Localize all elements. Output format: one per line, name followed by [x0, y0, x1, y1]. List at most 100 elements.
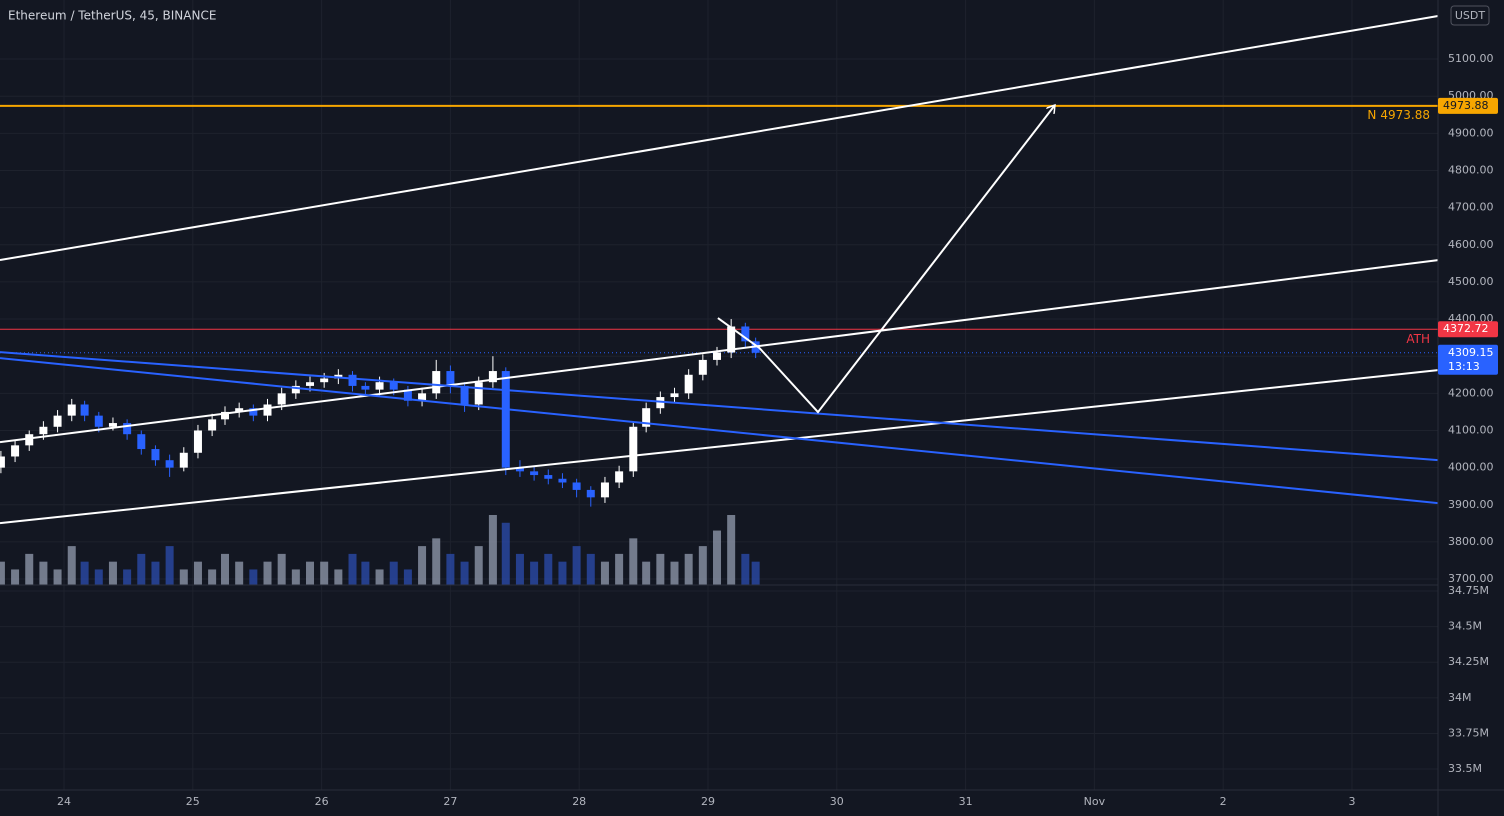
volume-bar [727, 515, 736, 585]
x-tick-label: 29 [701, 795, 715, 808]
level-label: ATH [1406, 332, 1430, 346]
volume-bar [713, 530, 722, 585]
candle-body [474, 382, 483, 405]
volume-bar [389, 561, 398, 585]
volume-bar [25, 553, 34, 585]
y-tick-label: 4700.00 [1448, 201, 1494, 214]
candle-body [389, 382, 398, 390]
volume-bar [123, 569, 132, 585]
volume-bar [263, 561, 272, 585]
volume-bar [656, 553, 665, 585]
x-tick-label: 25 [186, 795, 200, 808]
x-tick-label: Nov [1084, 795, 1106, 808]
candle-body [361, 385, 370, 390]
trend-line [0, 357, 1439, 505]
candle-body [320, 378, 329, 383]
candle-body [193, 430, 202, 453]
candle-body [698, 359, 707, 375]
volume-bar [375, 569, 384, 585]
candle-body [221, 411, 230, 420]
y-tick-label: 4600.00 [1448, 238, 1494, 251]
volume-bar [193, 561, 202, 585]
candle-body [165, 460, 174, 468]
x-tick-label: 30 [830, 795, 844, 808]
volume-bar [249, 569, 258, 585]
candle-body [11, 445, 20, 457]
candle-body [741, 326, 750, 342]
volume-bar [418, 546, 427, 585]
x-tick-label: 24 [57, 795, 71, 808]
currency[interactable]: USDT [1455, 9, 1486, 22]
volume-bar [642, 561, 651, 585]
volume-bar [670, 561, 679, 585]
level-name: N [1367, 107, 1376, 121]
candle-body [544, 475, 553, 479]
candle-body [629, 426, 638, 472]
candle-body [306, 382, 315, 386]
candle-body [713, 352, 722, 360]
y-tick-label: 4100.00 [1448, 423, 1494, 436]
y-tick-label: 4200.00 [1448, 386, 1494, 399]
volume-bar [403, 569, 412, 585]
volume-bar [39, 561, 48, 585]
volume-bar [277, 553, 286, 585]
volume-bar [235, 561, 244, 585]
volume-bar [460, 561, 469, 585]
candle-body [501, 371, 510, 468]
candle-body [418, 393, 427, 401]
volume-bar [558, 561, 567, 585]
grid [0, 0, 1438, 790]
volume-bar [11, 569, 20, 585]
candle-body [670, 393, 679, 398]
candle-body [151, 449, 160, 461]
volume-bar [501, 522, 510, 585]
lower-tick-label: 33.75M [1448, 726, 1489, 739]
last-price-label: 4309.15 [1448, 346, 1494, 359]
candle-body [488, 371, 497, 383]
volume-bar [530, 561, 539, 585]
countdown: 13:13 [1448, 360, 1480, 373]
trend-line [0, 369, 1439, 525]
candle-body [94, 415, 103, 427]
candle-body [432, 371, 441, 394]
volume-bar [488, 515, 497, 585]
x-tick-label: 3 [1348, 795, 1355, 808]
candle-body [235, 408, 244, 412]
candle-body [53, 415, 62, 427]
volume-bar [108, 561, 117, 585]
candle-body [600, 482, 609, 498]
y-tick-label: 3900.00 [1448, 498, 1494, 511]
currency-badge[interactable] [1450, 5, 1490, 26]
candle-body [0, 456, 5, 468]
volume-bar [698, 546, 707, 585]
volume-bar [291, 569, 300, 585]
volume-bar [629, 538, 638, 585]
trend-line [0, 259, 1439, 444]
candle-body [558, 478, 567, 483]
candle-body [586, 489, 595, 498]
y-tick-label: 4000.00 [1448, 461, 1494, 474]
candle-body [642, 408, 651, 427]
volume-bar [600, 561, 609, 585]
volume-bar [320, 561, 329, 585]
x-tick-label: 27 [443, 795, 457, 808]
candle-body [615, 471, 624, 483]
lower-tick-label: 34.5M [1448, 620, 1482, 633]
trend-line [0, 15, 1439, 262]
candle-body [460, 385, 469, 405]
candle-body [403, 389, 412, 401]
candle-body [727, 326, 736, 353]
candle-body [80, 404, 89, 416]
level-value: 4973.88 [1380, 107, 1430, 121]
y-tick-label: 4500.00 [1448, 275, 1494, 288]
candle-body [446, 371, 455, 386]
volume-bar [165, 546, 174, 585]
trend-line [0, 351, 1439, 462]
volume-bar [208, 569, 217, 585]
candle-body [137, 434, 146, 450]
volume-bar [306, 561, 315, 585]
price-badge [1438, 97, 1498, 114]
volume-bar [221, 553, 230, 585]
